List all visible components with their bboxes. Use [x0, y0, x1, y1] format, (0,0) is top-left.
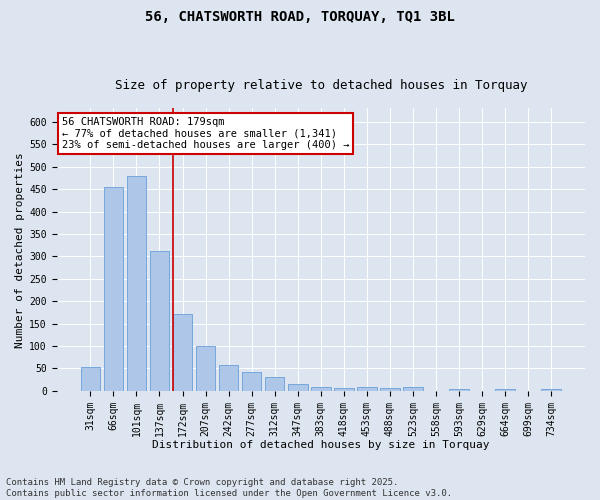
Bar: [104, 187, 123, 391]
Bar: [311, 388, 331, 391]
Text: 56 CHATSWORTH ROAD: 179sqm
← 77% of detached houses are smaller (1,341)
23% of s: 56 CHATSWORTH ROAD: 179sqm ← 77% of deta…: [62, 117, 349, 150]
Title: Size of property relative to detached houses in Torquay: Size of property relative to detached ho…: [115, 79, 527, 92]
Bar: [173, 314, 192, 391]
Bar: [242, 372, 262, 391]
Text: Contains HM Land Registry data © Crown copyright and database right 2025.
Contai: Contains HM Land Registry data © Crown c…: [6, 478, 452, 498]
Bar: [288, 384, 308, 391]
Text: 56, CHATSWORTH ROAD, TORQUAY, TQ1 3BL: 56, CHATSWORTH ROAD, TORQUAY, TQ1 3BL: [145, 10, 455, 24]
X-axis label: Distribution of detached houses by size in Torquay: Distribution of detached houses by size …: [152, 440, 490, 450]
Bar: [265, 377, 284, 391]
Bar: [357, 388, 377, 391]
Bar: [403, 388, 423, 391]
Bar: [380, 388, 400, 391]
Bar: [496, 389, 515, 391]
Y-axis label: Number of detached properties: Number of detached properties: [15, 152, 25, 348]
Bar: [149, 251, 169, 391]
Bar: [449, 389, 469, 391]
Bar: [127, 176, 146, 391]
Bar: [80, 367, 100, 391]
Bar: [541, 389, 561, 391]
Bar: [334, 388, 353, 391]
Bar: [219, 365, 238, 391]
Bar: [196, 346, 215, 391]
